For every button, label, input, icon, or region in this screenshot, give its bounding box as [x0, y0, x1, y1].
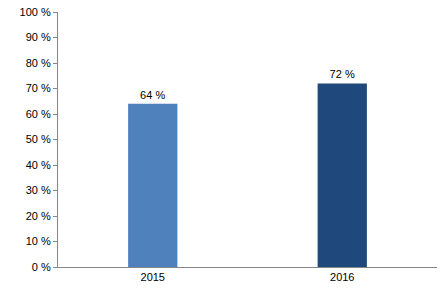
svg-text:50 %: 50 % [26, 133, 51, 145]
svg-text:20 %: 20 % [26, 210, 51, 222]
svg-text:2015: 2015 [141, 271, 165, 283]
svg-text:40 %: 40 % [26, 159, 51, 171]
svg-text:90 %: 90 % [26, 31, 51, 43]
svg-text:10 %: 10 % [26, 235, 51, 247]
svg-text:70 %: 70 % [26, 82, 51, 94]
svg-text:100 %: 100 % [20, 6, 51, 18]
svg-text:0 %: 0 % [32, 261, 51, 273]
svg-text:60 %: 60 % [26, 108, 51, 120]
svg-text:30 %: 30 % [26, 184, 51, 196]
svg-text:72 %: 72 % [330, 68, 355, 80]
svg-text:2016: 2016 [330, 271, 354, 283]
svg-text:80 %: 80 % [26, 57, 51, 69]
svg-text:64 %: 64 % [140, 89, 165, 101]
